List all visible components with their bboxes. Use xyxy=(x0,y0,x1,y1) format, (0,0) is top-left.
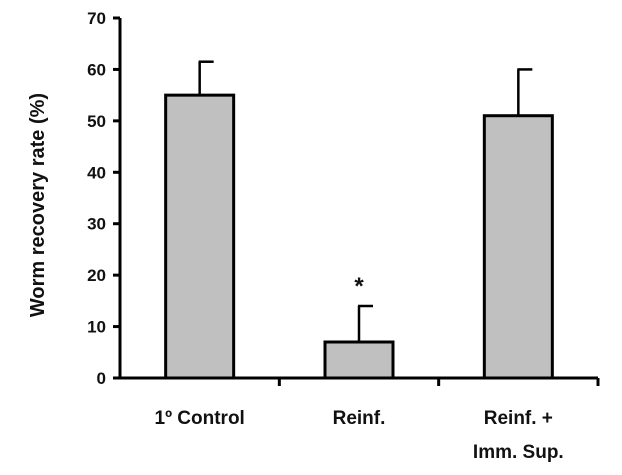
x-tick-label: 1º Control xyxy=(155,408,245,429)
x-tick-label: Reinf. xyxy=(333,408,386,429)
y-tick-label: 40 xyxy=(87,163,106,182)
bar xyxy=(164,93,236,380)
y-tick-label: 20 xyxy=(87,266,106,285)
bar xyxy=(482,114,554,380)
x-tick-label: Reinf. + xyxy=(484,408,553,429)
y-axis-label: Worm recovery rate (%) xyxy=(27,93,49,317)
y-tick-label: 30 xyxy=(87,215,106,234)
y-tick-label: 0 xyxy=(97,369,106,388)
plot-area: 0 10 20 30 40 50 60 70 1º Control * Reinf. Reinf. +… xyxy=(87,9,600,463)
significance-marker: * xyxy=(354,273,364,300)
bar xyxy=(323,340,395,380)
y-axis-label-group: Worm recovery rate (%) xyxy=(27,93,49,317)
y-tick-label: 60 xyxy=(87,60,106,79)
y-tick-label: 70 xyxy=(87,9,106,28)
y-tick-label: 50 xyxy=(87,112,106,131)
x-tick-label: Imm. Sup. xyxy=(473,442,564,463)
y-tick-label: 10 xyxy=(87,318,106,337)
